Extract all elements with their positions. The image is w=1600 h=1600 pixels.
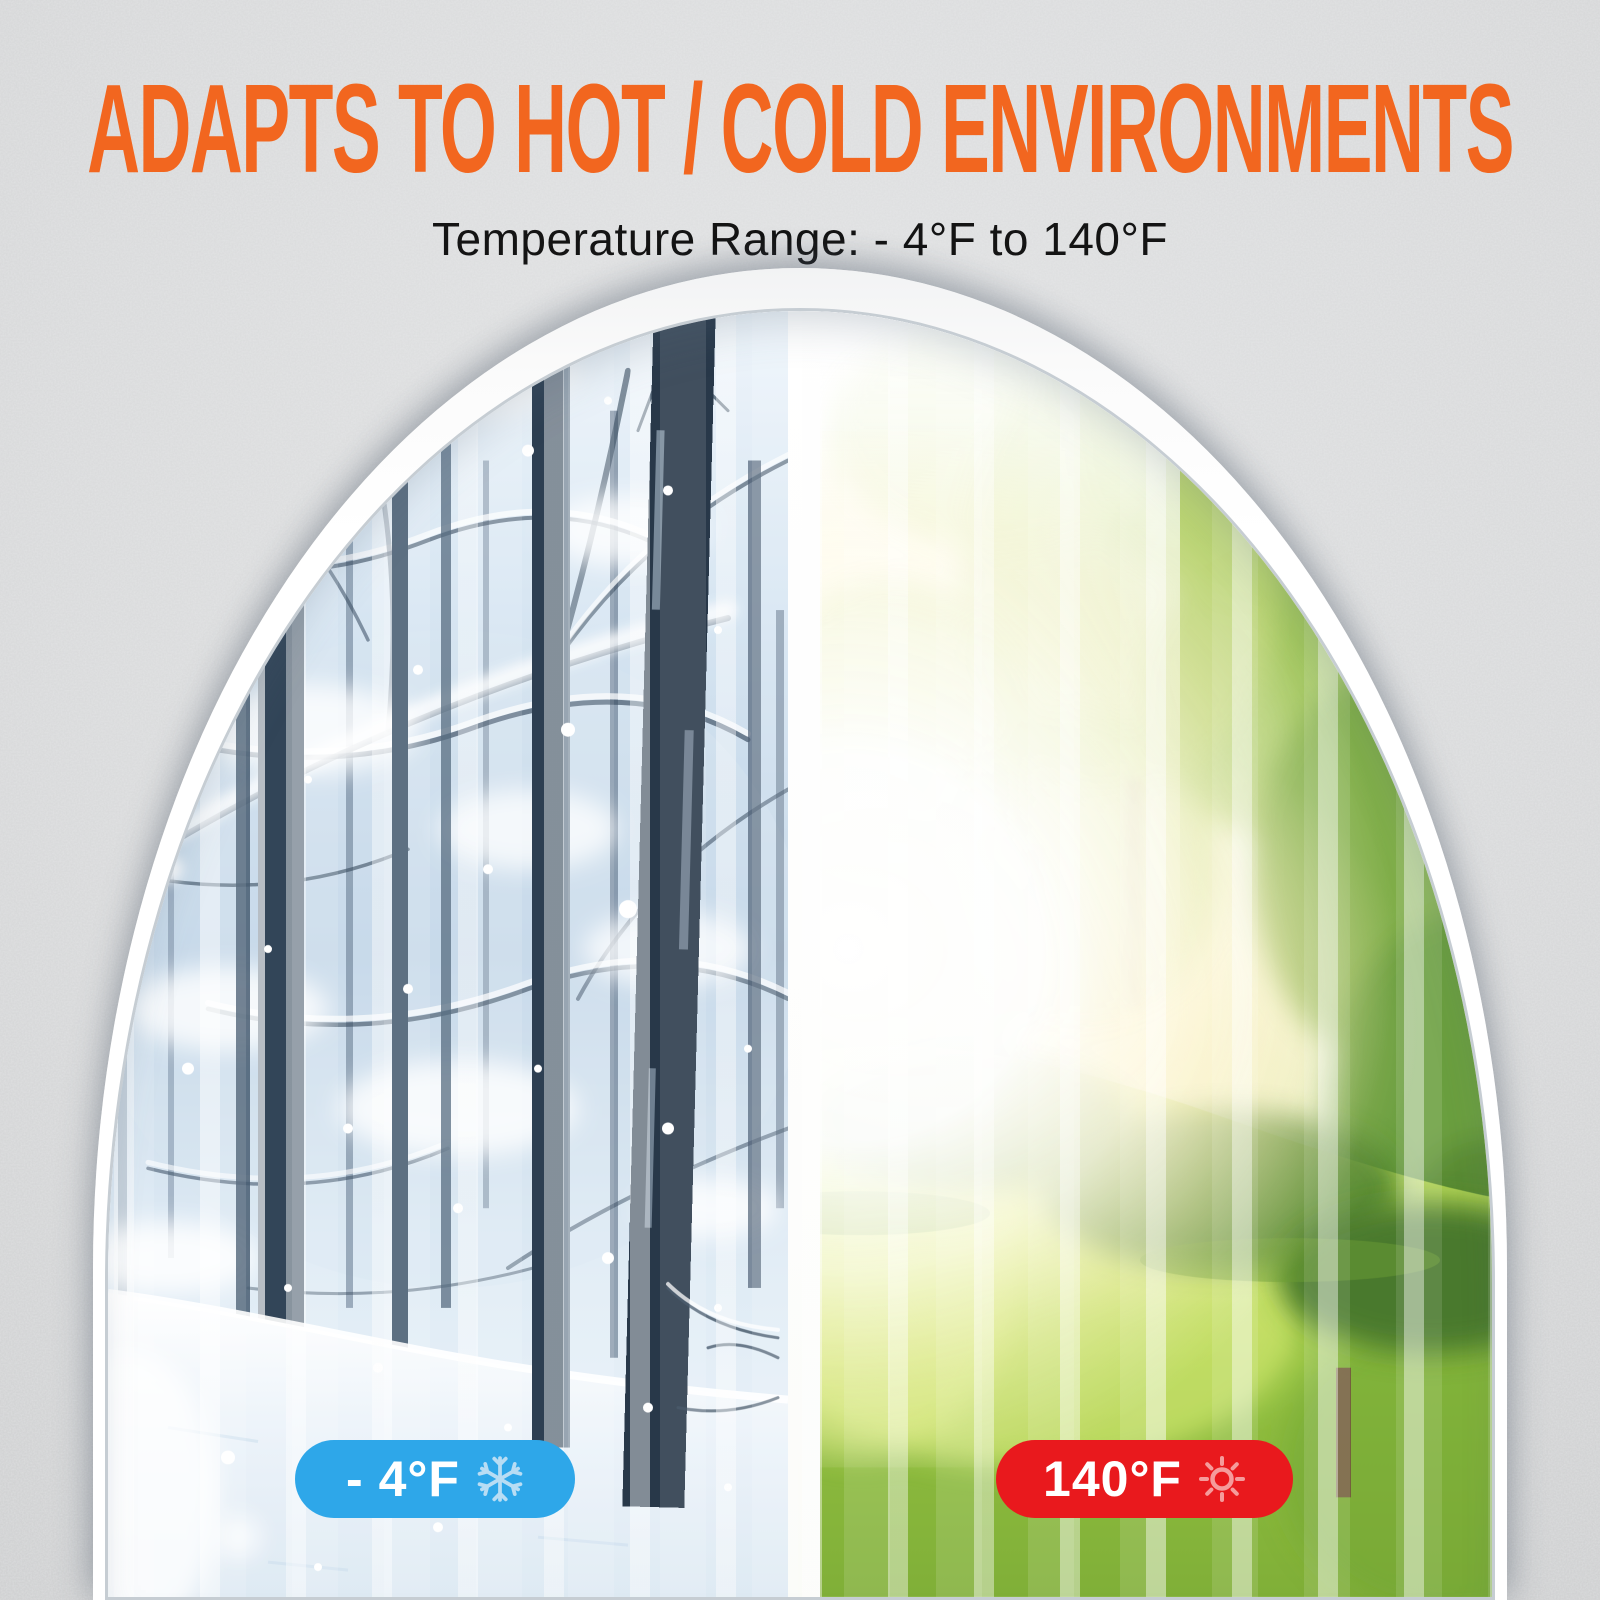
winter-scene-art <box>108 311 788 1597</box>
summer-park-photo <box>820 311 1492 1597</box>
foreground-twigs <box>666 1281 780 1413</box>
arch-window: - 4°F 1 <box>105 308 1495 1600</box>
hot-temperature-badge: 140°F <box>996 1440 1293 1518</box>
foreground-trunks <box>532 311 716 1508</box>
snowflake-icon <box>477 1456 523 1502</box>
cold-badge-label: - 4°F <box>346 1451 460 1507</box>
page-title: ADAPTS TO HOT / COLD ENVIRONMENTS <box>87 57 1514 199</box>
summer-scene-art <box>820 311 1492 1597</box>
arch-frame: - 4°F 1 <box>93 268 1507 1600</box>
snowfall <box>108 396 752 1597</box>
sun-glare <box>820 311 1492 1468</box>
winter-forest-photo <box>108 311 788 1597</box>
tree-trunks <box>236 311 761 1380</box>
cold-temperature-badge: - 4°F <box>295 1440 575 1518</box>
subtitle-row: Temperature Range: - 4°F to 140°F <box>0 212 1600 266</box>
hot-badge-label: 140°F <box>1043 1451 1182 1507</box>
sun-icon <box>1198 1456 1245 1502</box>
header: ADAPTS TO HOT / COLD ENVIRONMENTS <box>0 65 1600 191</box>
photo-divider <box>788 311 820 1597</box>
temperature-range-subtitle: Temperature Range: - 4°F to 140°F <box>432 213 1168 265</box>
